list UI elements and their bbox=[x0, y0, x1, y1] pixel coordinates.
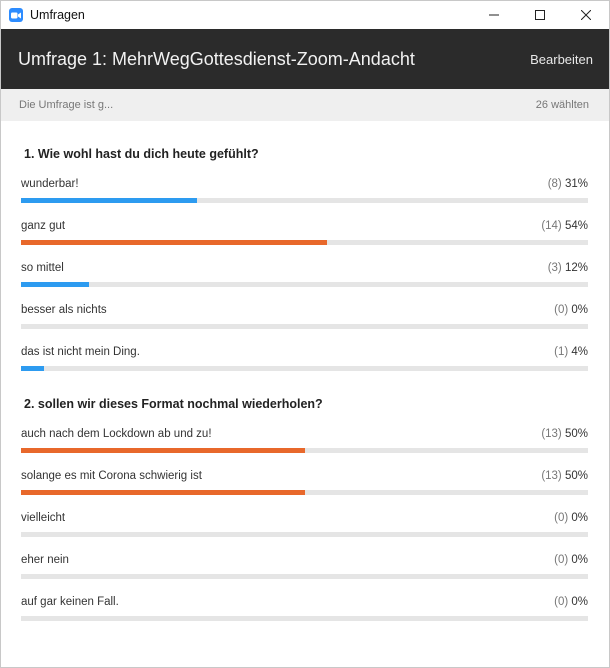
answer-count: (0) bbox=[554, 304, 569, 316]
maximize-icon bbox=[535, 10, 545, 20]
answer-label: eher nein bbox=[21, 554, 69, 566]
result-bar-track bbox=[21, 616, 588, 621]
minimize-button[interactable] bbox=[471, 1, 517, 29]
result-bar-track bbox=[21, 240, 588, 245]
answer-item: auf gar keinen Fall. (0) 0% bbox=[21, 595, 588, 623]
result-bar-fill bbox=[21, 366, 44, 371]
result-bar-track bbox=[21, 282, 588, 287]
result-bar-track bbox=[21, 574, 588, 579]
close-button[interactable] bbox=[563, 1, 609, 29]
minimize-icon bbox=[489, 14, 499, 16]
result-bar-fill bbox=[21, 490, 305, 495]
answer-count: (0) bbox=[554, 596, 569, 608]
answer-percent: 12% bbox=[564, 262, 588, 274]
answer-label: solange es mit Corona schwierig ist bbox=[21, 470, 202, 482]
question-title: 2. sollen wir dieses Format nochmal wied… bbox=[24, 397, 323, 411]
answer-label: auch nach dem Lockdown ab und zu! bbox=[21, 428, 212, 440]
answer-percent: 0% bbox=[571, 596, 588, 608]
answer-percent: 0% bbox=[571, 512, 588, 524]
maximize-button[interactable] bbox=[517, 1, 563, 29]
result-bar-track bbox=[21, 532, 588, 537]
answer-item: solange es mit Corona schwierig ist (13) … bbox=[21, 469, 588, 497]
answer-count: (8) bbox=[547, 178, 562, 190]
answer-percent: 31% bbox=[564, 178, 588, 190]
answer-count: (13) bbox=[541, 428, 562, 440]
answer-count: (3) bbox=[547, 262, 562, 274]
answer-item: das ist nicht mein Ding. (1) 4% bbox=[21, 345, 588, 373]
vote-count: 26 wählten bbox=[535, 99, 589, 111]
answer-percent: 54% bbox=[564, 220, 588, 232]
result-bar-track bbox=[21, 324, 588, 329]
result-bar-track bbox=[21, 198, 588, 203]
answer-percent: 0% bbox=[571, 554, 588, 566]
answer-count: (13) bbox=[541, 470, 562, 482]
result-bar-fill bbox=[21, 282, 90, 287]
answer-count: (0) bbox=[554, 512, 569, 524]
answer-item: so mittel (3) 12% bbox=[21, 261, 588, 289]
answer-count: (1) bbox=[554, 346, 569, 358]
window-controls bbox=[471, 1, 609, 29]
answer-count: (14) bbox=[541, 220, 562, 232]
title-bar: Umfragen bbox=[1, 1, 609, 29]
result-bar-track bbox=[21, 366, 588, 371]
answer-item: eher nein (0) 0% bbox=[21, 553, 588, 581]
answer-percent: 50% bbox=[564, 470, 588, 482]
answer-label: auf gar keinen Fall. bbox=[21, 596, 119, 608]
answer-item: wunderbar! (8) 31% bbox=[21, 177, 588, 205]
answer-label: so mittel bbox=[21, 262, 64, 274]
zoom-app-icon bbox=[9, 8, 23, 22]
edit-button[interactable]: Bearbeiten bbox=[530, 51, 593, 67]
result-bar-fill bbox=[21, 448, 305, 453]
result-bar-fill bbox=[21, 240, 328, 245]
answer-list: wunderbar! (8) 31% ganz gut (14) 54% so mi… bbox=[21, 177, 588, 373]
window-title: Umfragen bbox=[30, 8, 85, 22]
answer-item: vielleicht (0) 0% bbox=[21, 511, 588, 539]
answer-label: besser als nichts bbox=[21, 304, 107, 316]
answer-label: ganz gut bbox=[21, 220, 66, 232]
poll-title: Umfrage 1: MehrWegGottesdienst-Zoom-Anda… bbox=[18, 48, 415, 69]
answer-percent: 50% bbox=[564, 428, 588, 440]
poll-header: Umfrage 1: MehrWegGottesdienst-Zoom-Anda… bbox=[1, 29, 609, 89]
answer-percent: 4% bbox=[571, 346, 588, 358]
answer-count: (0) bbox=[554, 554, 569, 566]
poll-results: 1. Wie wohl hast du dich heute gefühlt? … bbox=[1, 147, 609, 623]
answer-item: besser als nichts (0) 0% bbox=[21, 303, 588, 331]
result-bar-track bbox=[21, 448, 588, 453]
question-title: 1. Wie wohl hast du dich heute gefühlt? bbox=[24, 147, 259, 161]
answer-item: ganz gut (14) 54% bbox=[21, 219, 588, 247]
answer-percent: 0% bbox=[571, 304, 588, 316]
answer-item: auch nach dem Lockdown ab und zu! (13) 50… bbox=[21, 427, 588, 455]
answer-label: das ist nicht mein Ding. bbox=[21, 346, 140, 358]
poll-status-text: Die Umfrage ist g... bbox=[19, 99, 114, 111]
answer-label: vielleicht bbox=[21, 512, 66, 524]
answer-list: auch nach dem Lockdown ab und zu! (13) 50… bbox=[21, 427, 588, 623]
close-icon bbox=[581, 10, 591, 20]
result-bar-track bbox=[21, 490, 588, 495]
answer-label: wunderbar! bbox=[21, 178, 79, 190]
result-bar-fill bbox=[21, 198, 197, 203]
poll-status-bar: Die Umfrage ist g... 26 wählten bbox=[1, 89, 609, 121]
